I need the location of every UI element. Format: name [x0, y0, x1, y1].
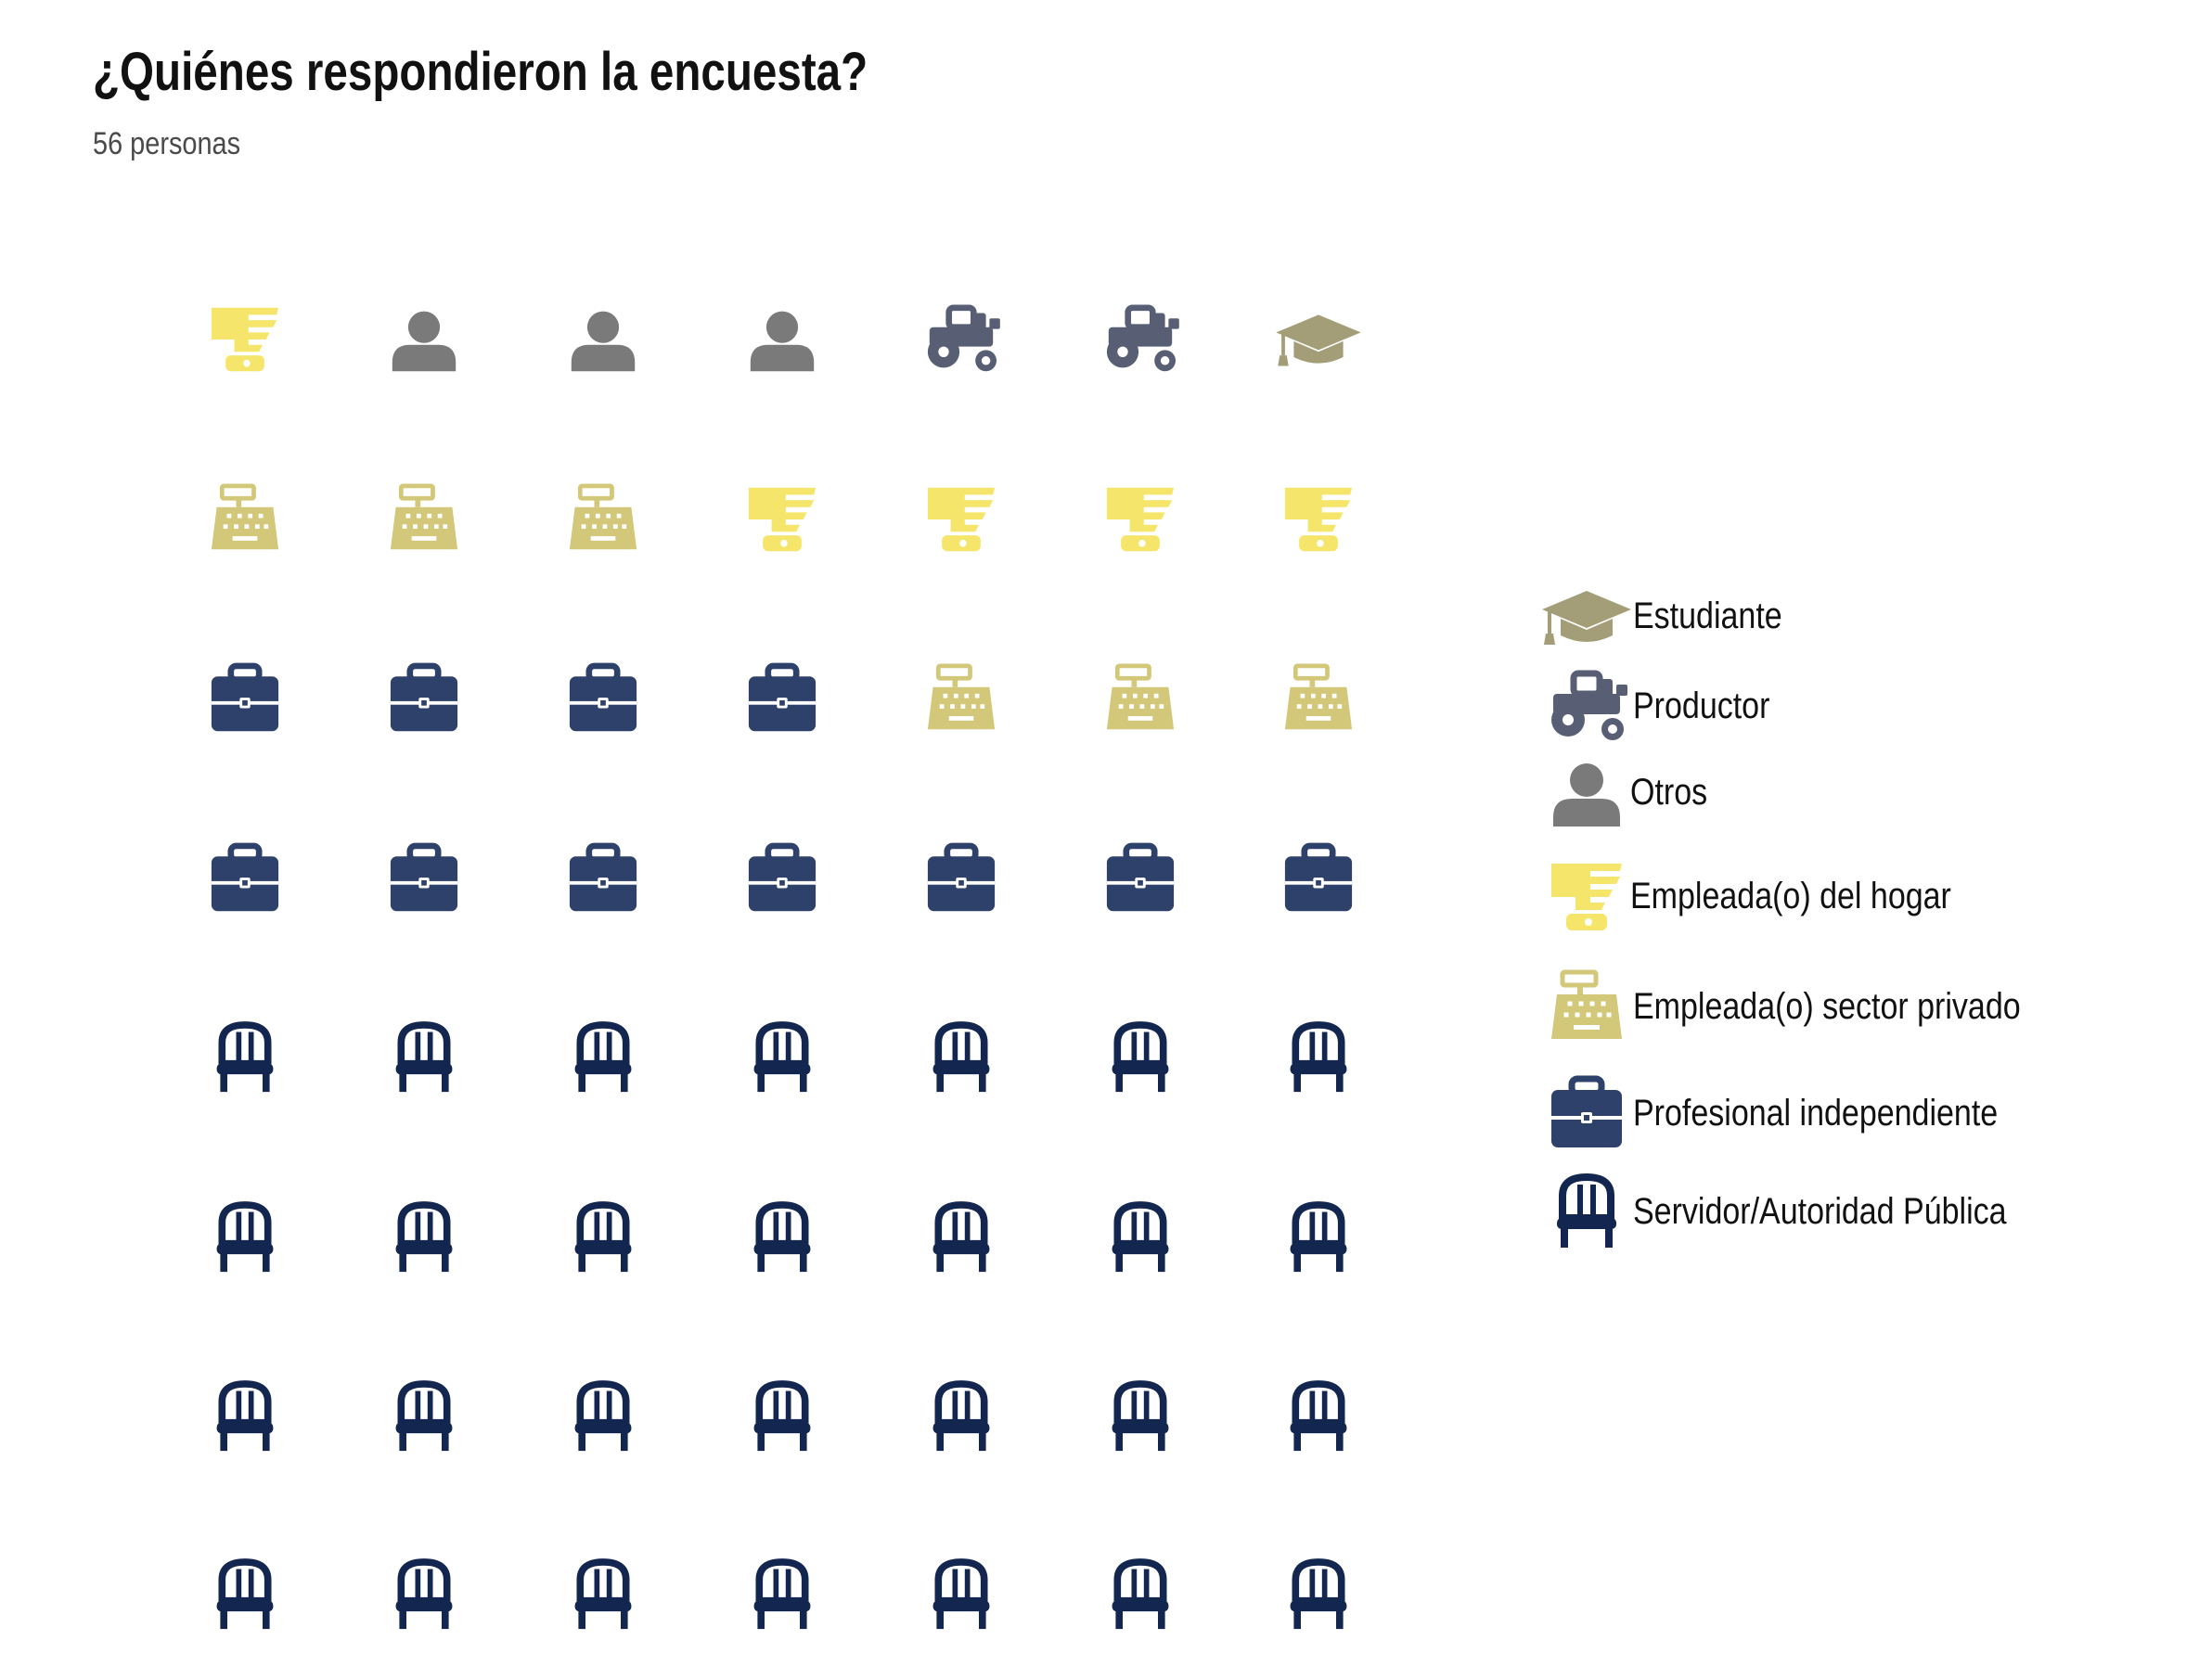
waffle-cell-user-icon — [750, 311, 815, 372]
legend-item-servidor: Servidor/Autoridad Pública — [1540, 1171, 2190, 1254]
waffle-cell-chair-icon — [395, 1021, 453, 1093]
waffle-cell-chair-icon — [932, 1021, 990, 1093]
waffle-cell-blender-icon — [1106, 487, 1175, 552]
legend-label-productor: Productor — [1633, 686, 1770, 726]
waffle-cell-blender-icon — [1284, 487, 1353, 552]
waffle-cell-cash-register-icon — [1106, 663, 1175, 730]
cash-register-icon-glyph — [1551, 969, 1622, 1039]
waffle-cell-chair-icon — [395, 1558, 453, 1630]
legend-item-otros: Otros — [1540, 751, 2190, 835]
waffle-cell-chair-icon — [216, 1380, 274, 1452]
legend-label-privado: Empleada(o) sector privado — [1633, 986, 2021, 1027]
waffle-cell-cash-register-icon — [211, 483, 279, 550]
waffle-cell-chair-icon — [1290, 1021, 1347, 1093]
waffle-cell-blender-icon — [211, 307, 279, 372]
user-icon-glyph — [1553, 763, 1620, 826]
graduation-cap-icon-glyph — [1542, 591, 1631, 645]
tractor-icon-glyph — [1551, 670, 1627, 740]
waffle-cell-briefcase-icon — [927, 842, 996, 912]
waffle-cell-briefcase-icon — [748, 842, 817, 912]
graduation-cap-icon — [1540, 575, 1633, 659]
waffle-cell-chair-icon — [1112, 1201, 1169, 1273]
blender-icon-glyph — [1551, 864, 1622, 930]
waffle-cell-chair-icon — [1290, 1201, 1347, 1273]
legend: Estudiante Productor Otros Empleada(o) d… — [1540, 0, 2190, 1653]
briefcase-icon-glyph — [1551, 1075, 1622, 1147]
waffle-cell-briefcase-icon — [211, 662, 279, 732]
waffle-cell-briefcase-icon — [1284, 842, 1353, 912]
chair-icon — [1540, 1171, 1633, 1254]
legend-item-hogar: Empleada(o) del hogar — [1540, 855, 2190, 939]
briefcase-icon — [1540, 1072, 1633, 1156]
waffle-cell-tractor-icon — [1106, 304, 1179, 372]
legend-item-estudiante: Estudiante — [1540, 575, 2190, 659]
cash-register-icon — [1540, 966, 1633, 1049]
waffle-cell-chair-icon — [753, 1201, 811, 1273]
waffle-cell-chair-icon — [216, 1558, 274, 1630]
user-icon — [1540, 751, 1633, 835]
waffle-cell-briefcase-icon — [390, 842, 458, 912]
blender-icon — [1540, 855, 1633, 939]
waffle-cell-briefcase-icon — [748, 662, 817, 732]
waffle-cell-briefcase-icon — [569, 842, 637, 912]
waffle-cell-chair-icon — [1290, 1380, 1347, 1452]
waffle-chart — [211, 304, 1361, 1630]
waffle-cell-chair-icon — [395, 1201, 453, 1273]
waffle-cell-chair-icon — [932, 1558, 990, 1630]
waffle-cell-cash-register-icon — [390, 483, 458, 550]
tractor-icon — [1540, 665, 1633, 749]
legend-item-independiente: Profesional independiente — [1540, 1072, 2190, 1156]
waffle-cell-chair-icon — [753, 1380, 811, 1452]
waffle-cell-chair-icon — [1112, 1380, 1169, 1452]
waffle-cell-chair-icon — [574, 1201, 632, 1273]
waffle-cell-user-icon — [571, 311, 636, 372]
chair-icon-glyph — [1557, 1172, 1616, 1248]
legend-label-estudiante: Estudiante — [1633, 596, 1782, 636]
waffle-cell-user-icon — [392, 311, 457, 372]
waffle-cell-chair-icon — [574, 1558, 632, 1630]
waffle-cell-cash-register-icon — [927, 663, 996, 730]
legend-item-productor: Productor — [1540, 665, 2190, 749]
waffle-cell-chair-icon — [395, 1380, 453, 1452]
waffle-cell-chair-icon — [932, 1380, 990, 1452]
waffle-cell-blender-icon — [748, 487, 817, 552]
waffle-cell-cash-register-icon — [569, 483, 637, 550]
chart-title: ¿Quiénes respondieron la encuesta? — [93, 42, 868, 102]
waffle-cell-chair-icon — [216, 1021, 274, 1093]
legend-item-privado: Empleada(o) sector privado — [1540, 966, 2190, 1049]
waffle-cell-briefcase-icon — [390, 662, 458, 732]
legend-label-independiente: Profesional independiente — [1633, 1093, 1999, 1134]
waffle-cell-chair-icon — [574, 1380, 632, 1452]
waffle-cell-graduation-cap-icon — [1276, 314, 1361, 366]
waffle-cell-briefcase-icon — [211, 842, 279, 912]
waffle-cell-chair-icon — [216, 1201, 274, 1273]
legend-label-hogar: Empleada(o) del hogar — [1630, 876, 1951, 916]
chart-subtitle: 56 personas — [93, 126, 241, 161]
waffle-cell-cash-register-icon — [1284, 663, 1353, 730]
waffle-cell-tractor-icon — [927, 304, 1000, 372]
waffle-cell-chair-icon — [1112, 1558, 1169, 1630]
waffle-cell-briefcase-icon — [569, 662, 637, 732]
waffle-cell-chair-icon — [753, 1021, 811, 1093]
waffle-cell-chair-icon — [932, 1201, 990, 1273]
legend-label-otros: Otros — [1630, 772, 1708, 813]
waffle-cell-briefcase-icon — [1106, 842, 1175, 912]
waffle-cell-chair-icon — [574, 1021, 632, 1093]
waffle-cell-chair-icon — [1112, 1021, 1169, 1093]
waffle-cell-chair-icon — [1290, 1558, 1347, 1630]
legend-label-servidor: Servidor/Autoridad Pública — [1633, 1191, 2007, 1232]
waffle-cell-chair-icon — [753, 1558, 811, 1630]
waffle-cell-blender-icon — [927, 487, 996, 552]
